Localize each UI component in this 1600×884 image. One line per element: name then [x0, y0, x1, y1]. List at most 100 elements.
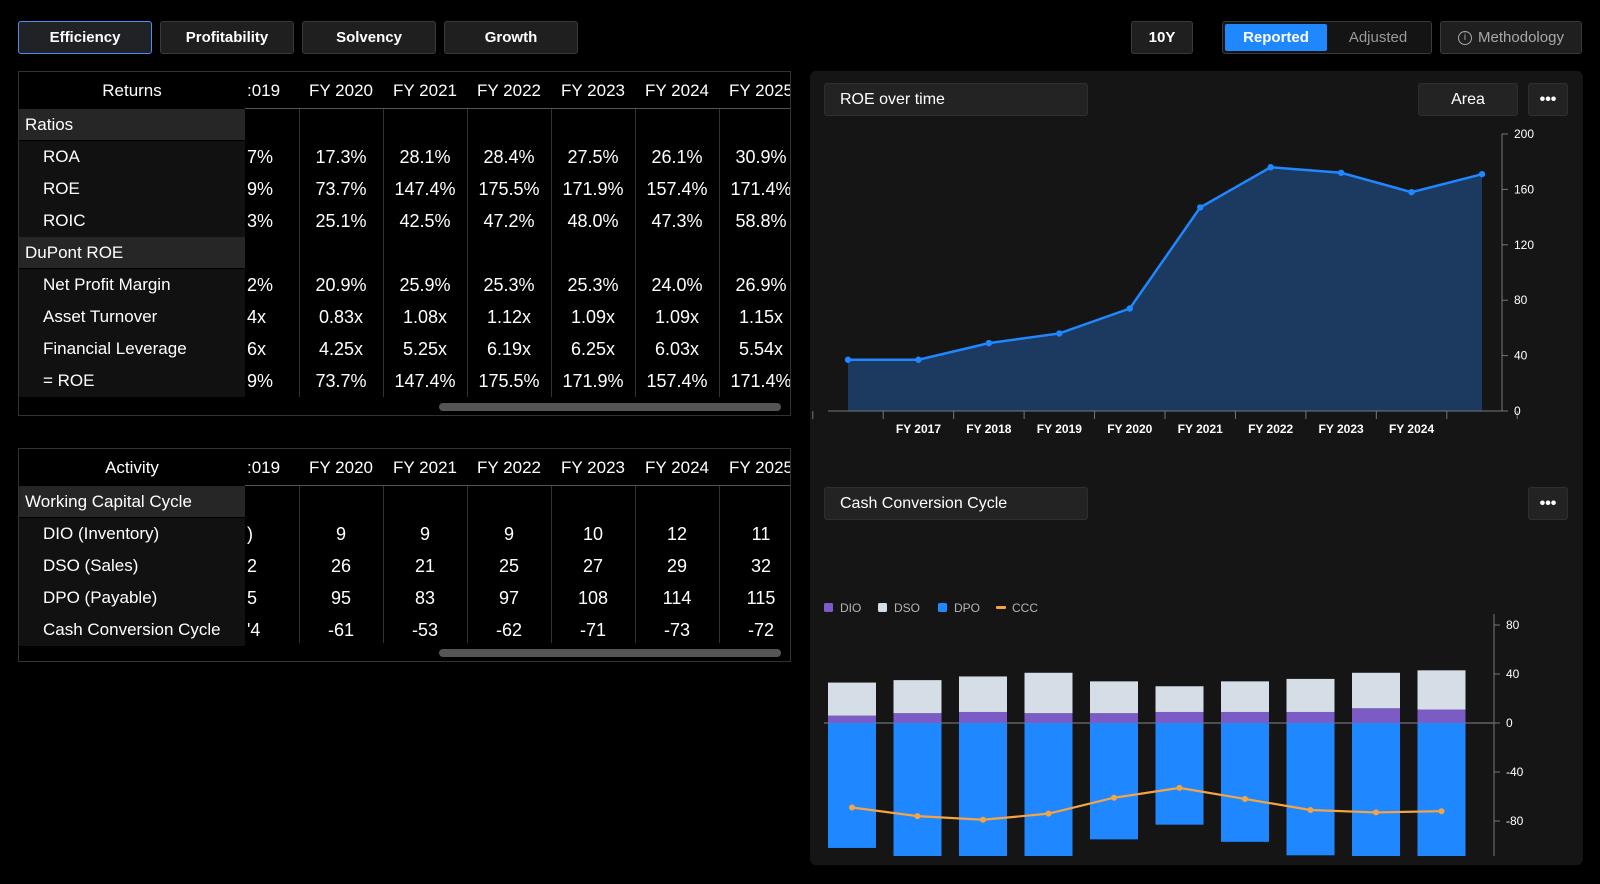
- value-cell: -53: [411, 619, 438, 640]
- roe-x-tick-label: FY 2023: [1319, 422, 1364, 436]
- roe-point: [915, 356, 922, 363]
- value-cell: 171.4%: [730, 178, 791, 199]
- partial-year-header: :019: [247, 457, 281, 477]
- value-cell: 5.54x: [738, 338, 784, 359]
- bar-dio: [893, 713, 942, 723]
- year-header: FY 2025: [729, 80, 791, 100]
- value-cell: 114: [662, 587, 692, 608]
- legend-label-dso: DSO: [894, 601, 920, 615]
- ccc-y-tick-label: -80: [1506, 814, 1524, 828]
- tab-growth[interactable]: Growth: [444, 21, 578, 54]
- ccc-y-tick-label: 0: [1506, 716, 1513, 730]
- partial-cell: ): [247, 523, 253, 544]
- roe-point: [844, 356, 852, 363]
- value-cell: 4.25x: [318, 338, 364, 359]
- bar-dso: [1155, 686, 1204, 712]
- ccc-point: [1307, 806, 1314, 813]
- column-divider: [551, 72, 552, 397]
- ccc-point: [914, 813, 921, 820]
- year-header: FY 2024: [645, 457, 709, 477]
- period-10y-button[interactable]: 10Y: [1131, 21, 1193, 54]
- column-divider: [719, 449, 720, 643]
- horizontal-scrollbar[interactable]: [439, 403, 781, 411]
- row-label: ROA: [19, 141, 245, 173]
- year-header: FY 2021: [393, 457, 457, 477]
- roe-x-tick-label: FY 2019: [1037, 422, 1082, 436]
- bar-dpo: [1286, 723, 1335, 856]
- legend-label-dio: DIO: [840, 601, 861, 615]
- horizontal-scrollbar[interactable]: [439, 649, 781, 657]
- bar-dio: [1221, 711, 1269, 723]
- chart-type-area-button[interactable]: Area: [1418, 83, 1518, 116]
- ccc-line: [851, 786, 1442, 821]
- bar-dio: [959, 711, 1007, 723]
- roe-more-button[interactable]: •••: [1528, 83, 1568, 116]
- bar-dso: [893, 680, 942, 714]
- partial-cell: 4x: [247, 306, 267, 327]
- legend-swatch-dso: [878, 603, 887, 612]
- value-cell: 10: [582, 523, 604, 544]
- value-cell: 9: [503, 523, 514, 544]
- methodology-label: Methodology: [1478, 29, 1564, 46]
- bar-dpo: [828, 723, 876, 848]
- value-cell: 11: [751, 523, 771, 544]
- value-cell: 1.12x: [486, 306, 532, 327]
- value-cell: 6.03x: [654, 338, 700, 359]
- ccc-y-tick-label: 80: [1506, 618, 1520, 632]
- partial-year-header: :019: [247, 80, 281, 100]
- year-header: FY 2023: [561, 80, 625, 100]
- bar-dpo: [1024, 723, 1073, 856]
- column-divider: [635, 72, 636, 397]
- bar-dpo: [1352, 723, 1400, 856]
- roe-y-tick-label: 40: [1514, 349, 1528, 363]
- value-cell: 28.1%: [399, 146, 451, 167]
- year-header: FY 2022: [477, 457, 541, 477]
- column-divider: [467, 72, 468, 397]
- row-label: ROE: [19, 173, 245, 205]
- value-cell: 1.08x: [402, 306, 448, 327]
- bar-dio: [1024, 713, 1073, 723]
- year-header: FY 2021: [393, 80, 457, 100]
- bar-dpo: [1090, 723, 1138, 840]
- value-cell: 20.9%: [315, 274, 367, 295]
- value-cell: 27.5%: [567, 146, 619, 167]
- bar-dio: [1417, 709, 1466, 723]
- legend-label-dpo: DPO: [954, 601, 980, 615]
- reported-button[interactable]: Reported: [1225, 24, 1327, 51]
- bar-dso: [1024, 672, 1073, 714]
- year-header: FY 2023: [561, 457, 625, 477]
- group-header: DuPont ROE: [19, 237, 245, 268]
- tab-solvency[interactable]: Solvency: [302, 21, 436, 54]
- table-title-header: Activity: [19, 449, 245, 486]
- tab-profitability[interactable]: Profitability: [160, 21, 294, 54]
- roe-point: [1478, 170, 1486, 178]
- ccc-y-tick-label: 40: [1506, 667, 1520, 681]
- adjusted-button[interactable]: Adjusted: [1348, 29, 1408, 46]
- tab-efficiency[interactable]: Efficiency: [18, 21, 152, 54]
- partial-cell: 9%: [247, 178, 274, 199]
- methodology-button[interactable]: i Methodology: [1440, 21, 1582, 54]
- value-cell: 1.15x: [738, 306, 784, 327]
- column-divider: [299, 72, 300, 397]
- value-cell: 108: [577, 587, 609, 608]
- value-cell: 25.3%: [483, 274, 535, 295]
- column-divider: [719, 72, 720, 397]
- year-header: FY 2020: [309, 457, 373, 477]
- value-cell: 171.4%: [730, 370, 791, 391]
- value-cell: 6.25x: [570, 338, 616, 359]
- roe-point: [1408, 188, 1415, 196]
- column-divider: [635, 449, 636, 643]
- roe-line: [848, 165, 1483, 362]
- partial-cell: 3%: [247, 210, 274, 231]
- basis-toggle: Reported Adjusted: [1222, 21, 1432, 54]
- year-header: FY 2024: [645, 80, 709, 100]
- column-divider: [551, 449, 552, 643]
- ccc-more-button[interactable]: •••: [1528, 487, 1568, 520]
- row-label: ROIC: [19, 205, 245, 237]
- ccc-point: [1438, 808, 1445, 815]
- legend-label-ccc: CCC: [1012, 601, 1038, 615]
- partial-cell: 9%: [247, 370, 274, 391]
- group-header: Ratios: [19, 109, 245, 140]
- value-cell: 26.9%: [735, 274, 787, 295]
